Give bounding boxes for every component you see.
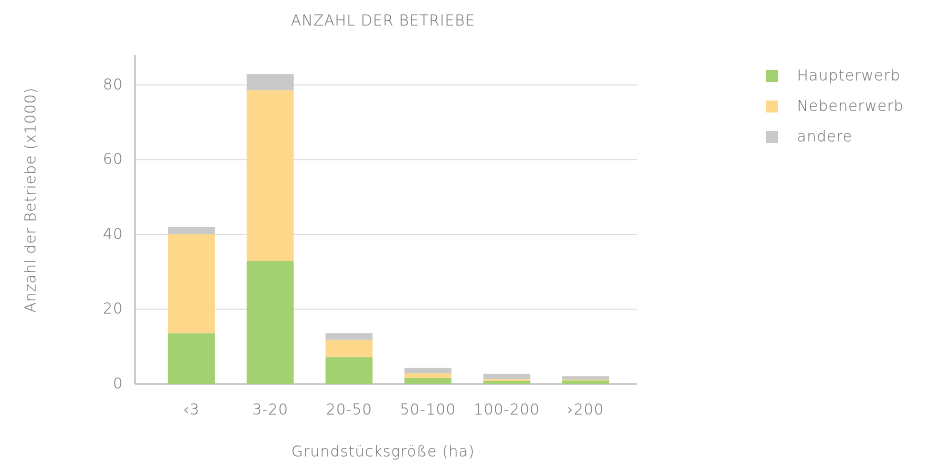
y-axis-label: Anzahl der Betriebe (x1000) (22, 87, 40, 312)
bar-segment (325, 357, 373, 384)
y-tick-label: 40 (103, 225, 123, 243)
bar-segment (562, 376, 610, 380)
x-tick-label: 3-20 (252, 401, 288, 419)
legend-label: andere (797, 128, 853, 146)
x-tick-label: 20-50 (326, 401, 372, 419)
legend-label: Nebenerwerb (797, 97, 904, 115)
x-tick-label: 50-100 (400, 401, 456, 419)
y-tick-label: 80 (103, 75, 123, 93)
bar-segment (483, 379, 531, 382)
bar-segment (404, 367, 452, 374)
chart-title: ANZAHL DER BETRIEBE (291, 12, 475, 30)
bar-segment (246, 260, 294, 384)
legend-swatch (766, 100, 778, 113)
legend-swatch (766, 70, 778, 82)
bar-segment (404, 378, 452, 384)
y-tick-label: 60 (103, 150, 123, 168)
x-tick-label: 100-200 (474, 401, 540, 419)
x-tick-label: ›200 (567, 401, 604, 419)
legend-swatch (766, 131, 778, 143)
bar-segment (562, 380, 610, 384)
bar-segment (246, 90, 294, 261)
bar-segment (325, 333, 373, 340)
y-tick-label: 20 (103, 300, 123, 318)
bar-segment (325, 339, 373, 358)
legend-label: Haupterwerb (797, 67, 900, 85)
bar-segment (167, 333, 215, 384)
bar-segment (167, 226, 215, 235)
bar-segment (562, 379, 610, 381)
bar-segment (246, 74, 294, 91)
bar-segment (404, 373, 452, 379)
x-tick-label: ‹3 (183, 401, 200, 419)
bar-segment (483, 381, 531, 384)
y-tick-label: 0 (113, 375, 123, 393)
x-axis-label: Grundstücksgröße (ha) (291, 443, 474, 461)
bar-segment (167, 234, 215, 334)
bar-segment (483, 373, 531, 380)
